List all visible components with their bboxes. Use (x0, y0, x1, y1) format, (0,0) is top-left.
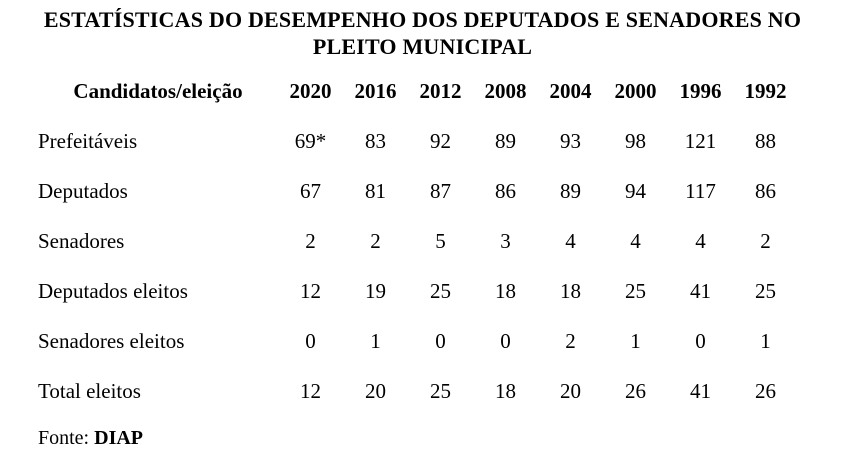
cell-value: 4 (630, 228, 641, 253)
table-row: Deputados 67 81 87 86 89 94 117 86 (38, 166, 798, 216)
cell-value: 12 (300, 378, 321, 403)
cell-value: 5 (435, 228, 446, 253)
cell-value: 89 (495, 128, 516, 153)
cell-value: 92 (430, 128, 451, 153)
cell-value: 88 (755, 128, 776, 153)
cell-value: 0 (500, 328, 511, 353)
column-header-year: 2016 (354, 78, 397, 103)
cell-value: 86 (755, 178, 776, 203)
row-label: Prefeitáveis (38, 128, 138, 153)
table-header-row: Candidatos/eleição 2020 2016 2012 2008 2… (38, 66, 798, 116)
cell-value: 2 (760, 228, 771, 253)
cell-value: 26 (625, 378, 646, 403)
column-header-year: 2004 (549, 78, 592, 103)
page-title: ESTATÍSTICAS DO DESEMPENHO DOS DEPUTADOS… (0, 0, 845, 60)
cell-value: 0 (435, 328, 446, 353)
cell-value: 1 (370, 328, 381, 353)
column-header-year: 1992 (744, 78, 787, 103)
cell-value: 83 (365, 128, 386, 153)
statistics-table: Candidatos/eleição 2020 2016 2012 2008 2… (38, 66, 798, 416)
table-row: Senadores 2 2 5 3 4 4 4 2 (38, 216, 798, 266)
cell-value: 67 (300, 178, 321, 203)
cell-value: 89 (560, 178, 581, 203)
row-label: Deputados (38, 178, 128, 203)
row-label: Senadores (38, 228, 125, 253)
column-header-year: 2000 (614, 78, 657, 103)
cell-value: 20 (365, 378, 386, 403)
cell-value: 12 (300, 278, 321, 303)
cell-value: 25 (430, 278, 451, 303)
table-row: Deputados eleitos 12 19 25 18 18 25 41 2… (38, 266, 798, 316)
page-title-line1: ESTATÍSTICAS DO DESEMPENHO DOS DEPUTADOS… (43, 7, 802, 32)
cell-value: 94 (625, 178, 646, 203)
cell-value: 25 (430, 378, 451, 403)
cell-value: 98 (625, 128, 646, 153)
cell-value: 86 (495, 178, 516, 203)
column-header-year: 2008 (484, 78, 527, 103)
cell-value: 25 (755, 278, 776, 303)
cell-value: 3 (500, 228, 511, 253)
table-row: Senadores eleitos 0 1 0 0 2 1 0 1 (38, 316, 798, 366)
cell-value: 41 (690, 378, 711, 403)
cell-value: 18 (495, 278, 516, 303)
cell-value: 2 (305, 228, 316, 253)
cell-value: 121 (684, 128, 717, 153)
table-row: Prefeitáveis 69* 83 92 89 93 98 121 88 (38, 116, 798, 166)
row-label: Senadores eleitos (38, 328, 185, 353)
source-label: Fonte: (38, 427, 90, 449)
column-header-year: 1996 (679, 78, 722, 103)
cell-value: 1 (760, 328, 771, 353)
column-header-year: 2020 (289, 78, 332, 103)
source-value: DIAP (94, 427, 144, 449)
cell-value: 81 (365, 178, 386, 203)
column-header-candidates: Candidatos/eleição (73, 78, 243, 103)
cell-value: 0 (695, 328, 706, 353)
cell-value: 2 (370, 228, 381, 253)
row-label: Deputados eleitos (38, 278, 188, 303)
cell-value: 25 (625, 278, 646, 303)
cell-value: 93 (560, 128, 581, 153)
row-label: Total eleitos (38, 378, 141, 403)
cell-value: 26 (755, 378, 776, 403)
cell-value: 1 (630, 328, 641, 353)
cell-value: 69* (294, 128, 327, 153)
cell-value: 19 (365, 278, 386, 303)
cell-value: 4 (565, 228, 576, 253)
cell-value: 4 (695, 228, 706, 253)
page-title-line2: PLEITO MUNICIPAL (312, 34, 533, 59)
cell-value: 2 (565, 328, 576, 353)
source-line: Fonte: DIAP (38, 428, 845, 448)
cell-value: 0 (305, 328, 316, 353)
column-header-year: 2012 (419, 78, 462, 103)
cell-value: 41 (690, 278, 711, 303)
cell-value: 117 (685, 178, 716, 203)
cell-value: 18 (560, 278, 581, 303)
table-row: Total eleitos 12 20 25 18 20 26 41 26 (38, 366, 798, 416)
cell-value: 87 (430, 178, 451, 203)
cell-value: 18 (495, 378, 516, 403)
cell-value: 20 (560, 378, 581, 403)
